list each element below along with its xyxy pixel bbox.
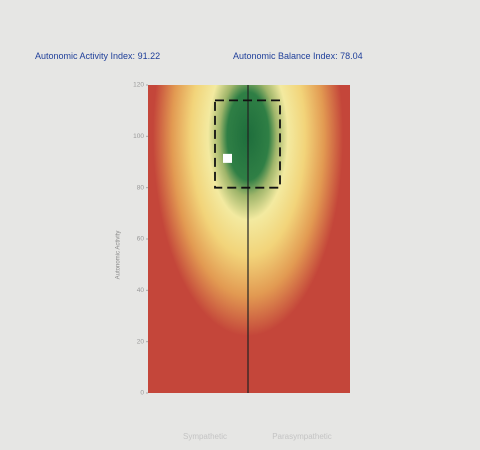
y-tick-label: 100 <box>133 133 144 140</box>
x-label: Sympathetic <box>183 432 227 441</box>
target-zone <box>214 99 281 189</box>
balance-index: Autonomic Balance Index: 78.04 <box>233 51 363 61</box>
y-tick-label: 120 <box>133 82 144 89</box>
header: Autonomic Activity Index: 91.22 Autonomi… <box>35 51 363 61</box>
index-point <box>223 153 232 163</box>
index-value: 91.22 <box>138 51 161 61</box>
heatmap <box>148 85 350 393</box>
index-label: Autonomic Balance Index: <box>233 51 338 61</box>
y-tick-label: 20 <box>137 338 145 345</box>
y-tick-label: 80 <box>137 184 145 191</box>
y-tick-label: 60 <box>137 236 145 243</box>
y-tick-label: 40 <box>137 287 145 294</box>
activity-index: Autonomic Activity Index: 91.22 <box>35 51 160 61</box>
y-axis-label: Autonomic Activity <box>116 231 122 280</box>
y-tick-label: 0 <box>140 390 144 397</box>
x-label: Parasympathetic <box>272 432 332 441</box>
index-label: Autonomic Activity Index: <box>35 51 135 61</box>
index-value: 78.04 <box>340 51 363 61</box>
